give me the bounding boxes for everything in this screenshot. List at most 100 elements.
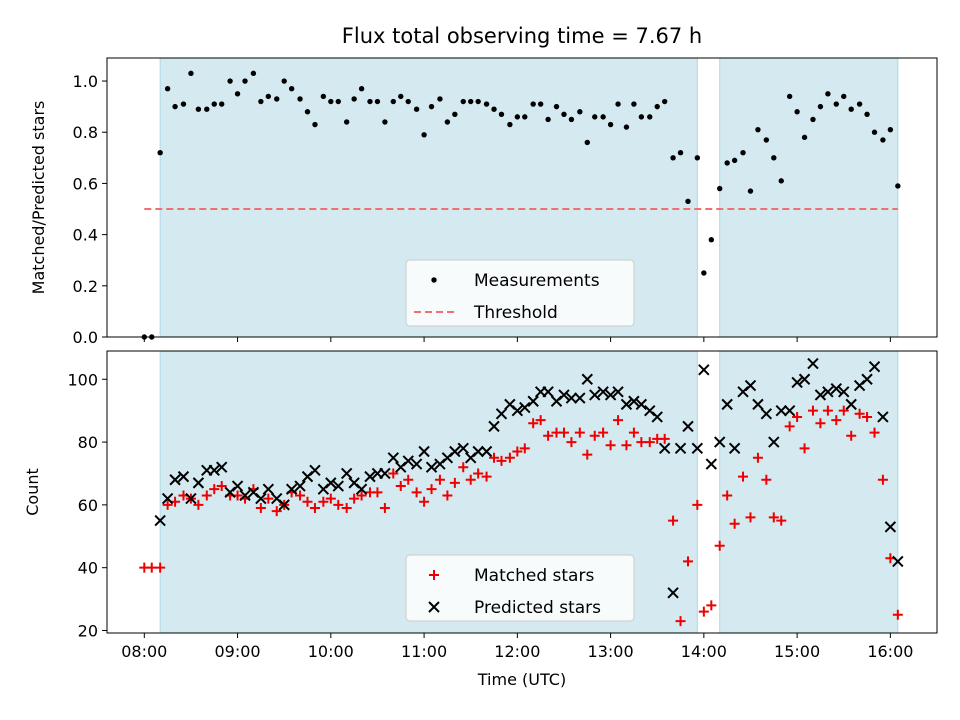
measurement-point bbox=[421, 132, 427, 138]
measurement-point bbox=[413, 106, 420, 112]
y-tick-label: 0.8 bbox=[73, 123, 98, 142]
y-tick-label: 100 bbox=[67, 370, 98, 389]
y-tick-label: 40 bbox=[78, 559, 98, 578]
matched-star-point bbox=[481, 471, 492, 482]
matched-star-point bbox=[489, 452, 500, 463]
predicted-star-point bbox=[309, 464, 321, 477]
matched-star-point bbox=[465, 474, 476, 485]
predicted-star-point bbox=[472, 445, 484, 458]
matched-star-point bbox=[341, 503, 352, 514]
predicted-star-point bbox=[822, 386, 834, 398]
measurement-point bbox=[786, 93, 793, 100]
measurement-point bbox=[794, 109, 800, 115]
measurement-point bbox=[444, 119, 451, 125]
predicted-star-point bbox=[355, 483, 368, 495]
matched-star-point bbox=[807, 405, 818, 416]
matched-star-point bbox=[706, 600, 717, 611]
measurement-point bbox=[483, 101, 490, 107]
matched-star-point bbox=[295, 490, 306, 501]
chart-title: Flux total observing time = 7.67 h bbox=[342, 24, 702, 48]
matched-star-point bbox=[356, 490, 367, 501]
predicted-star-point bbox=[581, 373, 593, 385]
matched-star-point bbox=[784, 421, 795, 432]
measurement-point bbox=[778, 178, 784, 184]
y-axis-label: Matched/Predicted stars bbox=[29, 101, 48, 295]
matched-star-point bbox=[776, 515, 787, 526]
matched-star-point bbox=[692, 499, 703, 510]
matched-star-point bbox=[683, 556, 693, 567]
matched-star-point bbox=[155, 562, 166, 573]
matched-star-point bbox=[349, 493, 360, 504]
measurement-point bbox=[848, 106, 854, 112]
predicted-star-point bbox=[791, 376, 803, 389]
matched-star-point bbox=[271, 506, 282, 517]
measurement-point bbox=[708, 237, 715, 243]
x-tick-label: 10:00 bbox=[308, 642, 354, 661]
predicted-star-point bbox=[728, 442, 741, 455]
predicted-star-point bbox=[285, 483, 298, 495]
measurement-point bbox=[211, 101, 217, 107]
matched-star-point bbox=[862, 411, 873, 422]
predicted-star-point bbox=[425, 461, 438, 473]
matched-star-point bbox=[209, 484, 220, 495]
predicted-star-point bbox=[565, 392, 578, 404]
matched-star-point bbox=[768, 512, 779, 523]
predicted-star-point bbox=[192, 477, 205, 489]
matched-star-point bbox=[869, 427, 880, 438]
measurement-point bbox=[545, 116, 551, 123]
predicted-star-point bbox=[255, 492, 267, 505]
predicted-star-point bbox=[612, 386, 624, 398]
measurement-point bbox=[274, 96, 280, 102]
matched-star-point bbox=[714, 540, 725, 551]
matched-star-point bbox=[309, 503, 320, 514]
matched-star-point bbox=[738, 471, 749, 482]
matched-star-point bbox=[146, 562, 157, 573]
predicted-star-point bbox=[768, 436, 780, 448]
measurement-point bbox=[871, 129, 878, 135]
measurement-point bbox=[638, 114, 645, 120]
measurement-point bbox=[677, 150, 684, 156]
matched-star-point bbox=[761, 474, 772, 485]
matched-star-point bbox=[302, 496, 313, 507]
predicted-star-point bbox=[480, 445, 493, 458]
predicted-star-point bbox=[658, 442, 671, 455]
measurement-point bbox=[825, 91, 831, 97]
matched-star-point bbox=[854, 408, 865, 419]
measurement-point bbox=[530, 101, 536, 107]
measurement-point bbox=[398, 93, 404, 100]
measurement-point bbox=[647, 114, 653, 120]
measurement-point bbox=[670, 155, 676, 161]
measurement-point bbox=[755, 126, 761, 133]
y-tick-label: 0.0 bbox=[73, 328, 98, 347]
measurement-point bbox=[180, 101, 187, 107]
measurement-point bbox=[654, 103, 660, 110]
predicted-star-point bbox=[185, 492, 197, 505]
matched-star-point bbox=[574, 427, 585, 438]
legend-box bbox=[405, 259, 635, 327]
predicted-star-point bbox=[527, 395, 539, 407]
y-tick-label: 80 bbox=[78, 433, 98, 452]
measurement-point bbox=[880, 137, 886, 143]
measurement-point bbox=[717, 185, 723, 192]
predicted-star-point bbox=[340, 467, 353, 480]
predicted-star-point bbox=[674, 442, 687, 455]
matched-star-point bbox=[318, 496, 329, 507]
predicted-star-point bbox=[402, 455, 414, 467]
measurement-point bbox=[537, 101, 544, 107]
matched-star-point bbox=[519, 443, 530, 454]
matched-star-point bbox=[379, 503, 390, 514]
predicted-star-point bbox=[628, 395, 640, 407]
matched-star-point bbox=[558, 427, 569, 438]
measurement-point bbox=[468, 98, 474, 105]
predicted-star-point bbox=[558, 389, 570, 401]
predicted-star-point bbox=[364, 470, 376, 483]
measurement-point bbox=[164, 86, 171, 92]
predicted-star-point bbox=[262, 483, 275, 495]
matched-star-point bbox=[449, 477, 460, 488]
predicted-star-point bbox=[752, 398, 764, 411]
legend-marker-measurements bbox=[431, 277, 437, 283]
measurement-point bbox=[740, 150, 746, 156]
measurement-point bbox=[568, 116, 575, 123]
measurement-point bbox=[724, 160, 730, 166]
matched-star-point bbox=[792, 411, 803, 422]
